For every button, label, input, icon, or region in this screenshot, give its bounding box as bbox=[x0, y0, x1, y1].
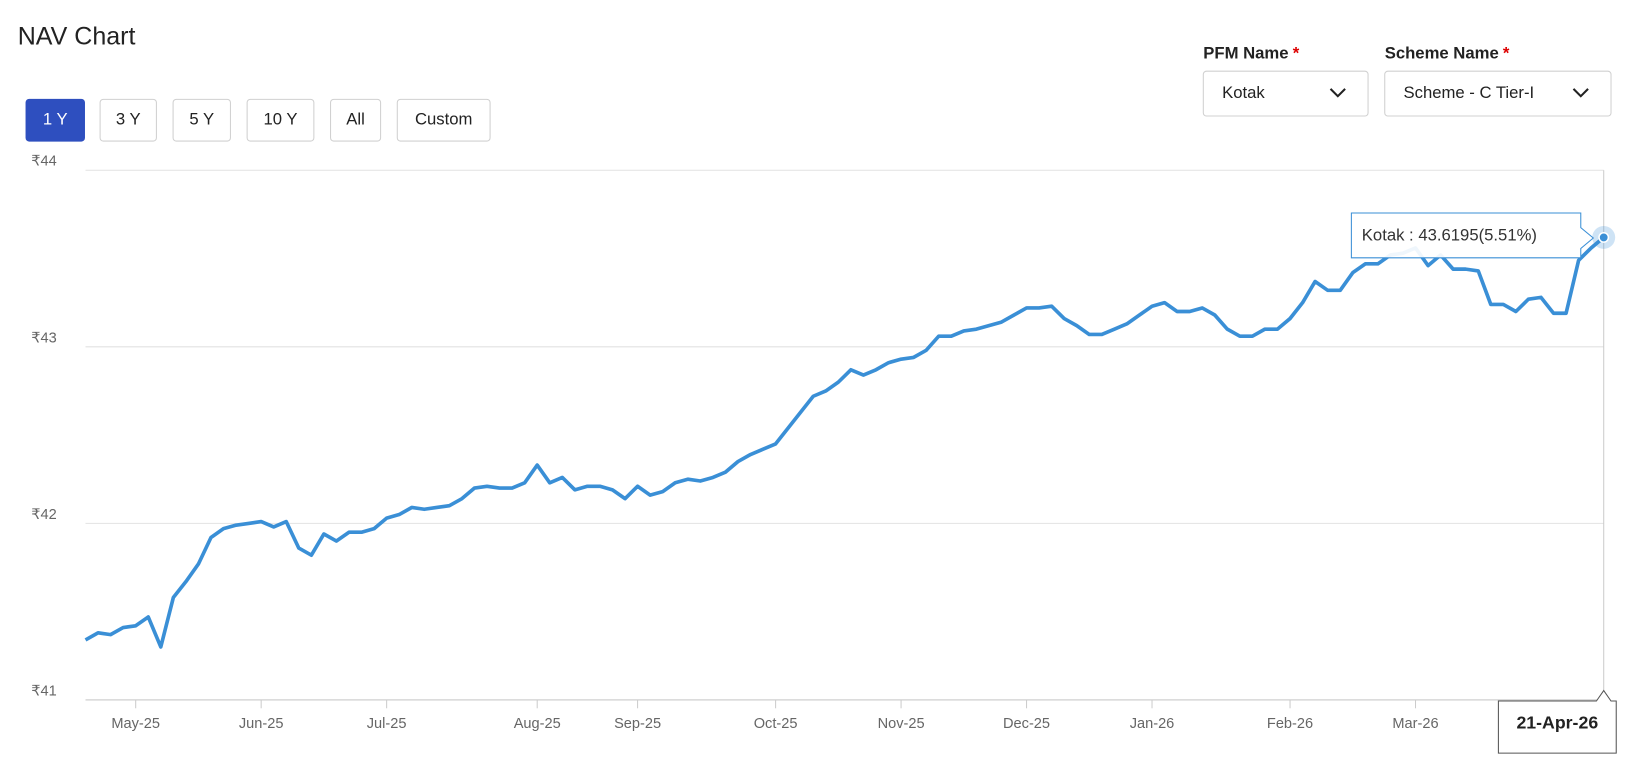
dropdown-chevron bbox=[1329, 88, 1346, 98]
range-button[interactable]: 5 Y bbox=[172, 98, 231, 142]
date-label: 21-Apr-26 bbox=[1516, 713, 1598, 733]
page-title: NAV Chart bbox=[18, 22, 136, 50]
dropdown-value: Kotak bbox=[1222, 83, 1265, 102]
dropdown-box bbox=[1202, 70, 1369, 117]
y-tick-label: ₹44 bbox=[31, 154, 57, 170]
filter-label-text: PFM Name bbox=[1203, 44, 1288, 63]
hover-point bbox=[1598, 231, 1610, 243]
range-button[interactable]: 1 Y bbox=[25, 98, 85, 142]
x-tick-label: May-25 bbox=[111, 716, 160, 732]
x-tick-label: Aug-25 bbox=[514, 716, 561, 732]
tooltip: Kotak : 43.6195(5.51%) bbox=[1350, 212, 1595, 259]
range-button[interactable]: All bbox=[330, 98, 382, 142]
button-label: 1 Y bbox=[43, 110, 68, 129]
x-tick-label: Sep-25 bbox=[614, 716, 661, 732]
x-tick-label: Jan-26 bbox=[1130, 716, 1175, 732]
button-box bbox=[330, 98, 382, 142]
button-box bbox=[246, 98, 315, 142]
button-label: 3 Y bbox=[116, 110, 141, 129]
range-button[interactable]: 10 Y bbox=[246, 98, 315, 142]
x-tick-label: Feb-26 bbox=[1267, 716, 1313, 732]
required-mark: * bbox=[1293, 44, 1300, 63]
button-label: Custom bbox=[415, 110, 472, 129]
range-button[interactable]: Custom bbox=[396, 98, 491, 142]
x-tick-label: Jul-25 bbox=[367, 716, 407, 732]
dropdown[interactable]: Scheme - C Tier-I bbox=[1384, 70, 1612, 117]
date-label-box bbox=[1497, 689, 1617, 754]
filter-label-text: Scheme Name bbox=[1385, 44, 1499, 63]
button-box bbox=[396, 98, 491, 142]
y-tick-label: ₹42 bbox=[31, 507, 57, 523]
range-button[interactable]: 3 Y bbox=[99, 98, 157, 142]
required-mark: * bbox=[1503, 44, 1510, 63]
tooltip-text: Kotak : 43.6195(5.51%) bbox=[1362, 225, 1537, 244]
nav-line bbox=[84, 236, 1605, 649]
x-tick-label: Mar-26 bbox=[1392, 716, 1438, 732]
y-tick-label: ₹41 bbox=[31, 683, 57, 699]
filter-label: PFM Name * bbox=[1203, 44, 1299, 63]
x-tick-label: Nov-25 bbox=[878, 716, 925, 732]
button-box bbox=[172, 98, 231, 142]
button-label: 10 Y bbox=[263, 110, 297, 129]
y-tick-label: ₹43 bbox=[31, 330, 57, 346]
tooltip-box bbox=[1350, 212, 1595, 259]
button-box bbox=[25, 98, 85, 142]
dropdown-chevron bbox=[1572, 88, 1589, 98]
button-label: All bbox=[346, 110, 365, 129]
button-box bbox=[99, 98, 157, 142]
x-tick-label: Jun-25 bbox=[239, 716, 284, 732]
button-label: 5 Y bbox=[189, 110, 214, 129]
dropdown[interactable]: Kotak bbox=[1202, 70, 1369, 117]
x-tick-label: Oct-25 bbox=[754, 716, 798, 732]
filter-label: Scheme Name * bbox=[1385, 44, 1510, 63]
dropdown-value: Scheme - C Tier-I bbox=[1404, 83, 1535, 102]
x-tick-label: Dec-25 bbox=[1003, 716, 1050, 732]
dropdown-box bbox=[1384, 70, 1612, 117]
